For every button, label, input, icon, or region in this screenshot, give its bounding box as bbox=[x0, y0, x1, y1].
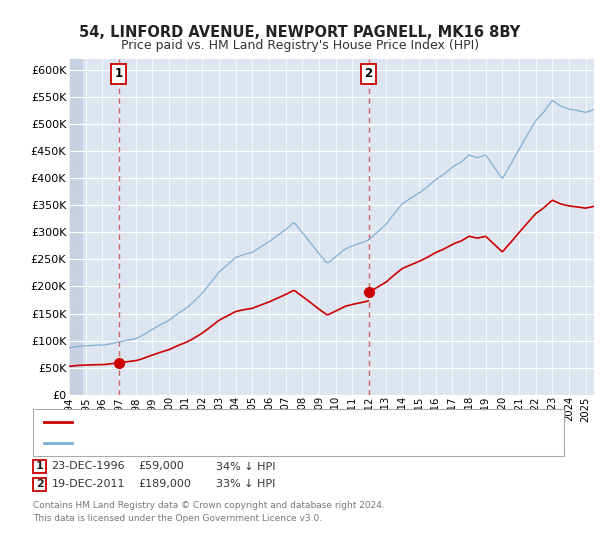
Text: £59,000: £59,000 bbox=[138, 461, 184, 472]
Text: Contains HM Land Registry data © Crown copyright and database right 2024.
This d: Contains HM Land Registry data © Crown c… bbox=[33, 501, 385, 522]
Text: Price paid vs. HM Land Registry's House Price Index (HPI): Price paid vs. HM Land Registry's House … bbox=[121, 39, 479, 52]
Text: 2: 2 bbox=[36, 479, 43, 489]
Bar bbox=[69, 59, 83, 395]
Text: 2: 2 bbox=[364, 67, 373, 81]
Text: 54, LINFORD AVENUE, NEWPORT PAGNELL, MK16 8BY: 54, LINFORD AVENUE, NEWPORT PAGNELL, MK1… bbox=[79, 25, 521, 40]
Text: 34% ↓ HPI: 34% ↓ HPI bbox=[216, 461, 275, 472]
Text: 33% ↓ HPI: 33% ↓ HPI bbox=[216, 479, 275, 489]
Text: 23-DEC-1996: 23-DEC-1996 bbox=[52, 461, 125, 472]
Text: 1: 1 bbox=[36, 461, 43, 472]
Text: HPI: Average price, detached house, Milton Keynes: HPI: Average price, detached house, Milt… bbox=[76, 438, 341, 448]
Text: 54, LINFORD AVENUE, NEWPORT PAGNELL, MK16 8BY (detached house): 54, LINFORD AVENUE, NEWPORT PAGNELL, MK1… bbox=[76, 417, 448, 427]
Text: 1: 1 bbox=[115, 67, 122, 81]
Text: £189,000: £189,000 bbox=[138, 479, 191, 489]
Text: 19-DEC-2011: 19-DEC-2011 bbox=[52, 479, 125, 489]
